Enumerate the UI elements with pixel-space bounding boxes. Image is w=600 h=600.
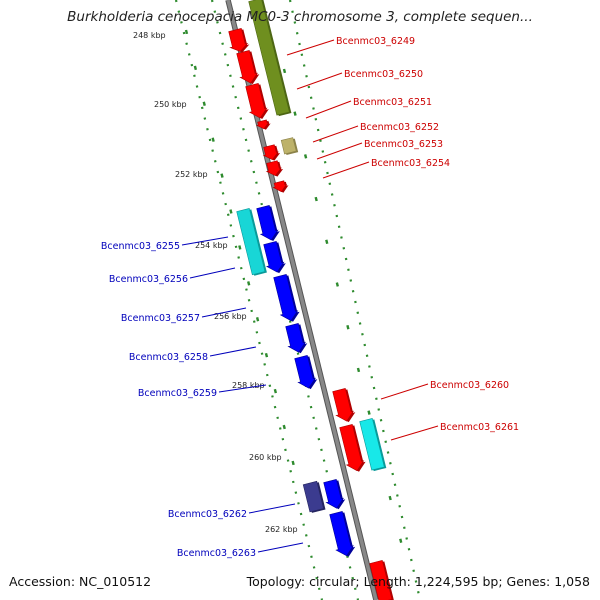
gene-label[interactable]: Bcenmc03_6261: [440, 422, 519, 433]
gene-label-leader: [286, 39, 335, 56]
gene-arrow-reverse: [263, 241, 285, 273]
ruler-major-tick: [293, 111, 297, 116]
ruler-major-tick: [238, 245, 242, 250]
kbp-label: 248 kbp: [133, 31, 166, 40]
ruler-major-tick: [325, 239, 329, 245]
map-title: Burkholderia cenocepacia MC0-3 chromosom…: [67, 9, 533, 25]
gene-arrow-reverse: [273, 274, 299, 322]
gene-arrow-forward: [339, 424, 365, 472]
gene-arrow-reverse: [323, 479, 344, 509]
gene-label[interactable]: Bcenmc03_6252: [360, 122, 439, 133]
ruler-major-tick: [388, 495, 392, 501]
gene-label-leader: [316, 142, 363, 160]
gene-label[interactable]: Bcenmc03_6256: [109, 274, 188, 285]
ruler-major-tick: [346, 324, 350, 330]
kbp-label: 262 kbp: [265, 525, 298, 534]
gene-arrow-forward: [265, 160, 282, 176]
gene-arrow-reverse: [285, 323, 306, 353]
gene-label-leader: [189, 267, 236, 279]
ruler-major-tick: [193, 65, 198, 71]
gene-arrow-reverse: [256, 205, 279, 241]
gene-bar-cyan: [359, 418, 385, 471]
gene-arrow-reverse: [329, 511, 354, 557]
gene-label-leader: [209, 346, 257, 357]
ruler-major-tick: [255, 317, 260, 322]
ruler-major-tick: [399, 538, 403, 543]
ruler-major-tick: [335, 282, 339, 287]
ruler-major-tick: [229, 209, 233, 214]
gene-arrow-forward: [262, 144, 279, 160]
gene-label[interactable]: Bcenmc03_6255: [101, 241, 180, 252]
kbp-label: 250 kbp: [154, 100, 187, 109]
ruler-major-tick: [247, 281, 251, 286]
gene-label-leader: [305, 100, 352, 119]
gene-label[interactable]: Bcenmc03_6263: [177, 548, 256, 559]
gene-bar-red: [369, 560, 393, 600]
gene-label-leader: [390, 425, 439, 441]
ruler-major-tick: [273, 388, 278, 394]
ruler-major-tick: [220, 173, 224, 178]
ruler-major-tick: [291, 460, 295, 466]
gene-label-leader: [312, 125, 359, 143]
gene-arrow-forward: [236, 50, 258, 84]
gene-label[interactable]: Bcenmc03_6257: [121, 313, 200, 324]
kbp-label: 256 kbp: [214, 312, 247, 321]
kbp-label: 252 kbp: [175, 170, 208, 179]
gene-label[interactable]: Bcenmc03_6251: [353, 97, 432, 108]
gene-arrow-forward: [272, 180, 288, 193]
kbp-label: 258 kbp: [232, 381, 265, 390]
gene-label[interactable]: Bcenmc03_6259: [138, 388, 217, 399]
gene-label-leader: [380, 383, 429, 400]
gene-label[interactable]: Bcenmc03_6254: [371, 158, 450, 169]
accession-text: Accession: NC_010512: [9, 574, 152, 589]
genome-summary: Topology: circular; Length: 1,224,595 bp…: [246, 574, 590, 589]
ruler-major-tick: [202, 101, 206, 107]
gene-label-leader: [181, 236, 229, 246]
gene-label[interactable]: Bcenmc03_6250: [344, 69, 423, 80]
ruler-major-tick: [282, 424, 286, 430]
gene-label[interactable]: Bcenmc03_6249: [336, 36, 415, 47]
gene-features: [228, 0, 394, 600]
gene-arrow-forward: [245, 83, 268, 119]
kbp-label: 260 kbp: [249, 453, 282, 462]
gene-label-leader: [201, 307, 247, 318]
ruler-line-inner: [174, 0, 324, 600]
gene-arrow-forward: [332, 388, 354, 422]
ruler-major-tick: [303, 154, 308, 159]
ruler-major-tick: [282, 68, 287, 74]
gene-bar-tan: [280, 137, 297, 155]
gene-label[interactable]: Bcenmc03_6260: [430, 380, 509, 391]
ruler-major-tick: [356, 367, 361, 373]
ruler-major-tick: [184, 29, 189, 35]
gene-label-leader: [257, 542, 304, 553]
gene-bar-indigo: [302, 480, 324, 513]
ruler-major-tick: [314, 196, 318, 202]
gene-label-leader: [218, 384, 267, 393]
gene-arrow-forward: [228, 28, 249, 52]
kbp-label: 254 kbp: [195, 241, 228, 250]
gene-label[interactable]: Bcenmc03_6253: [364, 139, 443, 150]
gene-arrow-forward: [255, 119, 270, 130]
gene-label[interactable]: Bcenmc03_6258: [129, 352, 208, 363]
ruler-major-tick: [367, 410, 371, 415]
gene-label-leader: [296, 72, 343, 90]
gene-labels: Bcenmc03_6249 Bcenmc03_6250 Bcenmc03_6251 B…: [101, 36, 519, 559]
gene-arrow-reverse: [294, 355, 316, 389]
gene-bar-olive: [248, 0, 290, 116]
ruler-major-tick: [211, 137, 215, 142]
gene-label[interactable]: Bcenmc03_6262: [168, 509, 247, 520]
gene-bar-cyan: [236, 208, 266, 276]
gene-label-leader: [248, 503, 296, 514]
ruler-major-tick: [264, 352, 269, 358]
gene-label-leader: [322, 161, 370, 179]
